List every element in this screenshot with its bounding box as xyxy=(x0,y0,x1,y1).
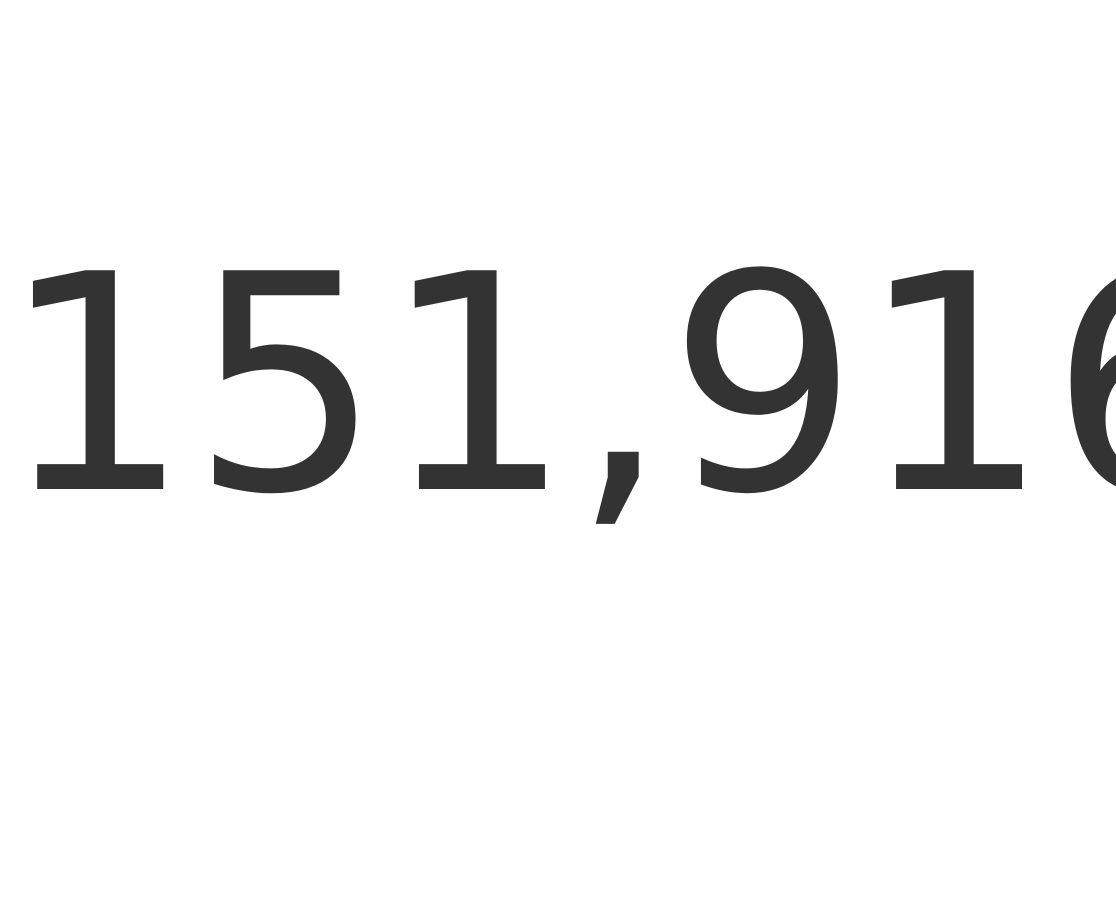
big-number-value: 151,916 xyxy=(0,211,1116,560)
